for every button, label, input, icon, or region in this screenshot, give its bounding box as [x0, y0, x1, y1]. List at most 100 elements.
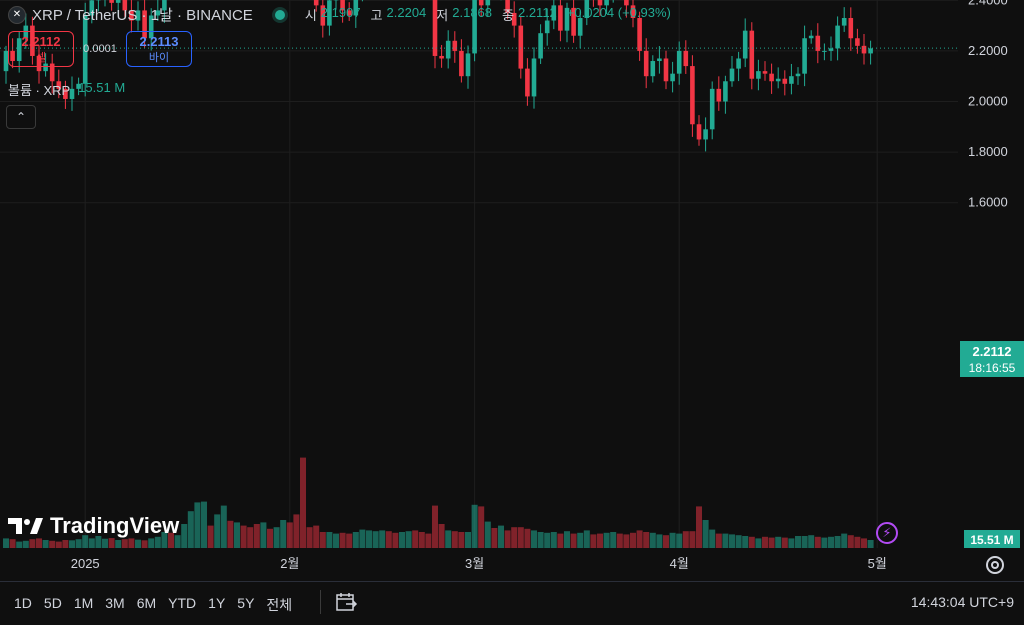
candle [657, 46, 662, 74]
volume-bar [122, 539, 128, 548]
candle [743, 18, 748, 67]
range-3m-button[interactable]: 3M [101, 593, 128, 617]
volume-bar [795, 536, 801, 548]
calendar-goto-icon[interactable] [334, 590, 358, 614]
range-1m-button[interactable]: 1M [70, 593, 97, 617]
low-label: 저 [436, 5, 448, 24]
sell-button[interactable]: 2.2112 셀 [8, 31, 74, 67]
volume-bar [762, 537, 768, 548]
range-all-button[interactable]: 전체 [262, 593, 296, 617]
volume-bar [109, 538, 115, 548]
volume-bar [340, 533, 346, 548]
volume-bar [280, 520, 286, 548]
last-price-badge: 2.2112 18:16:55 [960, 341, 1024, 377]
candle [730, 56, 735, 87]
volume-bar [307, 527, 313, 548]
range-1y-button[interactable]: 1Y [204, 593, 229, 617]
symbol-title[interactable]: XRP / TetherUS · 1날 · BINANCE [32, 4, 253, 25]
collapse-legend-button[interactable]: ⌃ [6, 105, 36, 129]
volume-bar [531, 530, 537, 548]
candle [822, 44, 827, 61]
volume-bar [181, 524, 187, 548]
open-value: 2.1907 [321, 5, 361, 24]
last-price-value: 2.2112 [972, 344, 1011, 359]
volume-bar [637, 530, 643, 548]
toolbar-divider [320, 590, 321, 614]
volume-bar [769, 538, 775, 548]
volume-badge: 15.51 M [964, 530, 1020, 548]
trade-panel: 2.2112 셀 0.0001 2.2113 바이 [8, 31, 192, 67]
volume-bar [43, 540, 49, 548]
price-tick-label: 2.4000 [968, 0, 1008, 7]
candle [690, 55, 695, 137]
volume-bar [267, 529, 273, 548]
volume-bar [472, 505, 478, 548]
xrp-logo-icon[interactable]: ✕ [8, 6, 26, 24]
candle [802, 26, 807, 87]
volume-bar [736, 535, 742, 548]
watermark-text: TradingView [50, 513, 179, 539]
range-6m-button[interactable]: 6M [133, 593, 160, 617]
volume-bar [227, 521, 233, 548]
price-tick-label: 1.6000 [968, 195, 1008, 210]
range-ytd-button[interactable]: YTD [164, 593, 200, 617]
candle [756, 60, 761, 90]
volume-bar [604, 533, 610, 548]
volume-bar [419, 532, 425, 548]
volume-bar [524, 529, 530, 548]
bottom-toolbar: 1D 5D 1M 3M 6M YTD 1Y 5Y 전체 14:43:04 UTC… [0, 581, 1024, 625]
volume-bar [353, 532, 359, 548]
volume-bar [241, 526, 247, 548]
volume-legend[interactable]: 볼륨 · XRP 15.51 M [8, 80, 125, 99]
buy-price: 2.2113 [139, 34, 178, 49]
candle [453, 31, 458, 63]
volume-bar [439, 524, 445, 548]
volume-bar [808, 535, 814, 548]
volume-bar [511, 527, 517, 548]
buy-button[interactable]: 2.2113 바이 [126, 31, 192, 67]
volume-bar [62, 540, 68, 548]
candle [525, 58, 530, 106]
volume-bar [544, 533, 550, 548]
candle [855, 29, 860, 54]
volume-bar [802, 536, 808, 548]
candle [439, 45, 444, 68]
volume-bar [861, 538, 867, 548]
volume-bar [577, 533, 583, 548]
volume-bar [425, 534, 431, 548]
volume-bar [557, 534, 563, 548]
volume-bar [69, 540, 75, 548]
volume-bar [313, 526, 319, 548]
candle [697, 115, 702, 146]
range-1d-button[interactable]: 1D [10, 593, 36, 617]
timezone-clock[interactable]: 14:43:04 UTC+9 [911, 594, 1014, 610]
volume-bar [663, 535, 669, 548]
price-axis: 1.60001.80002.00002.20002.40002.60002.80… [968, 0, 1008, 210]
volume-bar [148, 538, 154, 548]
volume-bar [260, 522, 266, 548]
volume-bar [755, 538, 761, 548]
volume-bar [505, 530, 511, 548]
range-5y-button[interactable]: 5Y [233, 593, 258, 617]
volume-bar [346, 534, 352, 548]
candle [849, 7, 854, 51]
volume-bar [142, 540, 148, 548]
volume-bar [623, 534, 629, 548]
flash-icon[interactable]: ⚡ [876, 522, 898, 544]
volume-bar [676, 534, 682, 548]
close-value: 2.2112 [518, 5, 557, 24]
volume-bar [782, 538, 788, 548]
volume-badge-value: 15.51 M [970, 533, 1013, 547]
volume-bar [775, 537, 781, 548]
range-5d-button[interactable]: 5D [40, 593, 66, 617]
volume-bar [703, 520, 709, 548]
volume-bar [49, 541, 55, 548]
volume-bar [320, 532, 326, 548]
volume-bar [670, 533, 676, 548]
gear-icon[interactable] [986, 556, 1004, 574]
volume-bar [788, 538, 794, 548]
volume-bar [458, 532, 464, 548]
